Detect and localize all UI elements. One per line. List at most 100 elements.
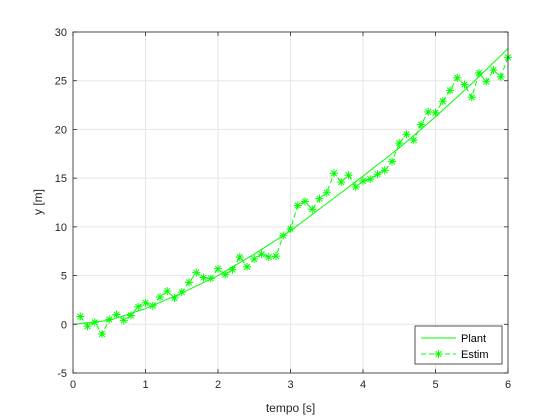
- estim-point: [373, 170, 382, 179]
- asterisk-stroke: [258, 250, 265, 258]
- estim-point: [359, 177, 367, 186]
- asterisk-stroke: [435, 350, 442, 358]
- x-axis-label: tempo [s]: [266, 401, 315, 415]
- estim-point: [286, 224, 295, 233]
- asterisk-stroke: [164, 287, 171, 295]
- asterisk-stroke: [396, 139, 403, 147]
- asterisk-stroke: [193, 269, 200, 276]
- asterisk-stroke: [439, 97, 446, 105]
- estim-point: [489, 65, 498, 74]
- estim-point: [409, 136, 418, 145]
- estim-point: [105, 315, 114, 324]
- asterisk-stroke: [316, 195, 323, 202]
- asterisk-stroke: [98, 330, 106, 338]
- asterisk-stroke: [156, 293, 164, 301]
- x-tick-label: 0: [70, 379, 76, 391]
- estim-point: [134, 302, 143, 311]
- estim-point: [482, 77, 491, 86]
- asterisk-stroke: [178, 288, 185, 296]
- asterisk-stroke: [229, 266, 236, 273]
- asterisk-stroke: [127, 312, 135, 319]
- asterisk-stroke: [135, 303, 142, 310]
- asterisk-stroke: [120, 317, 127, 324]
- asterisk-stroke: [345, 172, 352, 179]
- legend-estim-marker: [434, 350, 443, 358]
- estim-point: [163, 287, 172, 296]
- asterisk-stroke: [410, 136, 417, 144]
- y-tick-label: 0: [61, 319, 67, 331]
- y-tick-label: 25: [55, 76, 67, 88]
- legend-estim-asterisk: [434, 350, 443, 358]
- x-tick-label: 5: [432, 379, 438, 391]
- asterisk-stroke: [323, 189, 330, 196]
- asterisk-stroke: [483, 78, 490, 85]
- estim-point: [402, 130, 411, 139]
- estim-point: [475, 68, 483, 77]
- legend: Plant Estim: [414, 325, 503, 365]
- asterisk-stroke: [417, 121, 425, 128]
- estim-point: [395, 139, 404, 148]
- estim-point: [199, 273, 208, 282]
- asterisk-stroke: [352, 183, 359, 191]
- estim-point: [83, 322, 92, 331]
- y-tick-label: -5: [57, 368, 67, 380]
- estim-point: [156, 293, 164, 302]
- estim-point: [337, 178, 346, 187]
- asterisk-stroke: [367, 175, 374, 183]
- asterisk-stroke: [113, 311, 120, 318]
- estim-point: [192, 268, 201, 277]
- asterisk-stroke: [236, 253, 243, 261]
- estim-point: [308, 205, 317, 214]
- asterisk-stroke: [309, 206, 316, 213]
- asterisk-stroke: [77, 313, 84, 320]
- asterisk-stroke: [265, 253, 272, 261]
- y-tick-label: 10: [55, 222, 67, 234]
- estim-point: [250, 255, 259, 264]
- estim-point: [235, 253, 244, 262]
- estim-point: [388, 157, 396, 166]
- estim-point: [417, 120, 425, 129]
- x-tick-label: 6: [505, 379, 511, 391]
- asterisk-stroke: [461, 81, 468, 88]
- estim-point: [453, 73, 462, 82]
- estim-point: [243, 262, 251, 271]
- asterisk-stroke: [106, 316, 113, 323]
- asterisk-stroke: [185, 279, 193, 286]
- asterisk-stroke: [374, 171, 381, 178]
- estim-point: [301, 197, 309, 206]
- asterisk-stroke: [497, 73, 504, 80]
- estim-point: [221, 270, 230, 279]
- asterisk-stroke: [454, 74, 461, 81]
- asterisk-stroke: [301, 198, 309, 205]
- estim-point: [446, 86, 454, 95]
- estim-point: [127, 311, 135, 320]
- estim-point: [264, 253, 273, 262]
- asterisk-stroke: [207, 275, 214, 282]
- estim-point: [424, 107, 433, 116]
- asterisk-stroke: [84, 323, 91, 330]
- estim-point: [467, 93, 476, 102]
- asterisk-stroke: [330, 170, 338, 177]
- asterisk-stroke: [91, 319, 98, 326]
- estim-point: [76, 312, 85, 321]
- y-tick-label: 15: [55, 173, 67, 185]
- asterisk-stroke: [272, 252, 280, 260]
- asterisk-stroke: [425, 108, 432, 116]
- estim-point: [206, 274, 215, 283]
- estim-point: [344, 171, 353, 180]
- asterisk-stroke: [490, 66, 497, 74]
- asterisk-stroke: [359, 177, 367, 185]
- estim-point: [112, 310, 121, 319]
- legend-estim-label: Estim: [461, 349, 489, 361]
- asterisk-stroke: [468, 94, 475, 101]
- estim-point: [214, 264, 222, 273]
- estim-point: [279, 231, 288, 240]
- estim-point: [185, 278, 193, 287]
- y-tick-label: 20: [55, 124, 67, 136]
- asterisk-stroke: [475, 69, 483, 77]
- estim-point: [438, 97, 447, 106]
- estim-point: [141, 298, 150, 307]
- y-axis-label: y [m]: [31, 189, 45, 215]
- estim-point: [330, 169, 338, 178]
